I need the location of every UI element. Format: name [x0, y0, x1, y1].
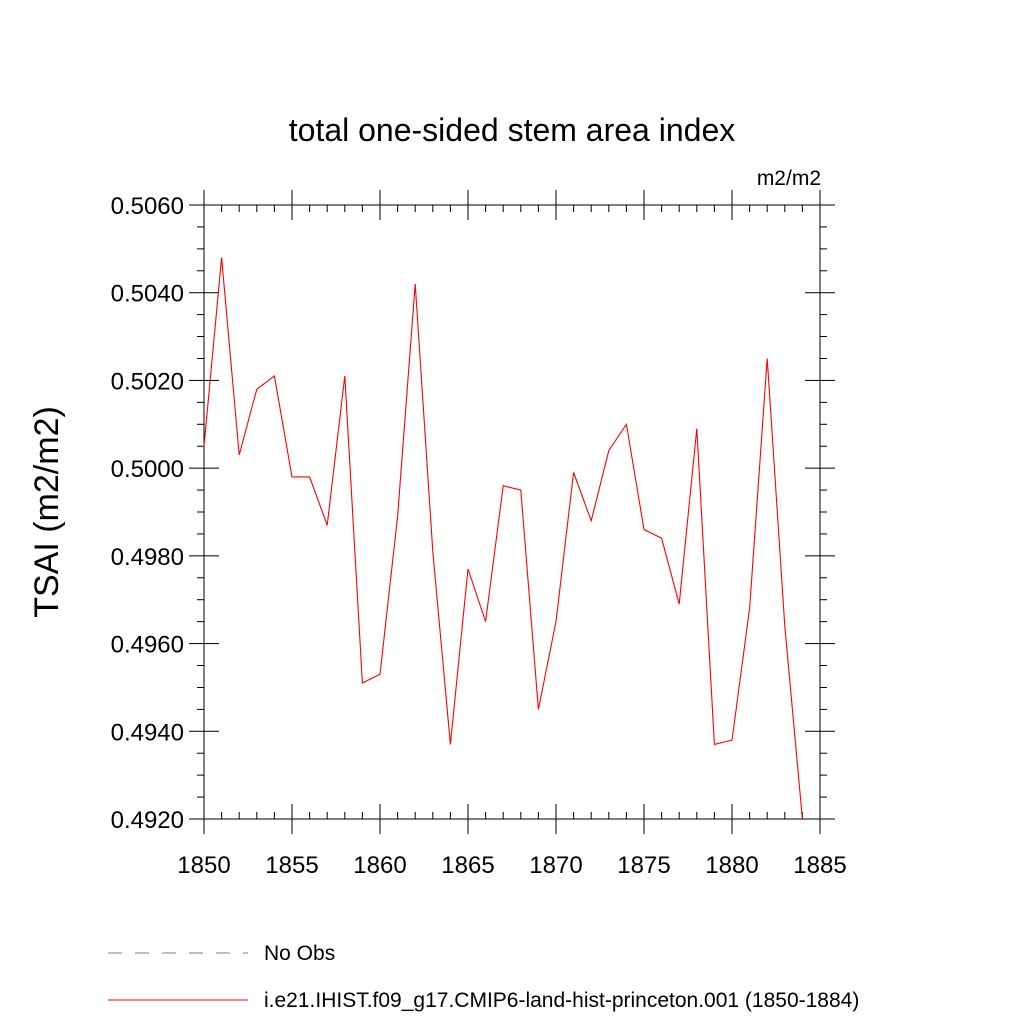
y-tick-label: 0.5000	[111, 456, 184, 483]
legend: No Obs i.e21.IHIST.f09_g17.CMIP6-land-hi…	[108, 942, 859, 1012]
units-label: m2/m2	[757, 167, 821, 190]
x-tick-label: 1880	[705, 852, 758, 879]
y-tick-label: 0.4940	[111, 719, 184, 746]
series-line	[203, 257, 803, 820]
y-tick-label: 0.5060	[111, 193, 184, 220]
legend-label-no-obs: No Obs	[264, 942, 335, 965]
y-axis-label: TSAI (m2/m2)	[28, 406, 66, 618]
y-tick-label: 0.4920	[111, 807, 184, 834]
x-tick-label: 1865	[441, 852, 494, 879]
axis-ticks	[189, 190, 835, 834]
series-layer	[203, 257, 803, 820]
x-tick-labels: 1850 1855 1860 1865 1870 1875 1880 1885	[177, 852, 846, 879]
y-tick-label: 0.5040	[111, 281, 184, 308]
x-tick-label: 1850	[177, 852, 230, 879]
x-tick-label: 1885	[793, 852, 846, 879]
y-tick-label: 0.4960	[111, 632, 184, 659]
x-tick-label: 1870	[529, 852, 582, 879]
y-tick-label: 0.4980	[111, 544, 184, 571]
y-tick-label: 0.5020	[111, 368, 184, 395]
x-tick-label: 1855	[265, 852, 318, 879]
legend-label-model-run: i.e21.IHIST.f09_g17.CMIP6-land-hist-prin…	[264, 989, 859, 1012]
chart-title: total one-sided stem area index	[289, 112, 735, 148]
plot-frame	[203, 204, 821, 820]
x-tick-label: 1860	[353, 852, 406, 879]
y-tick-labels: 0.4920 0.4940 0.4960 0.4980 0.5000 0.5020 0.50…	[111, 193, 184, 834]
x-tick-label: 1875	[617, 852, 670, 879]
